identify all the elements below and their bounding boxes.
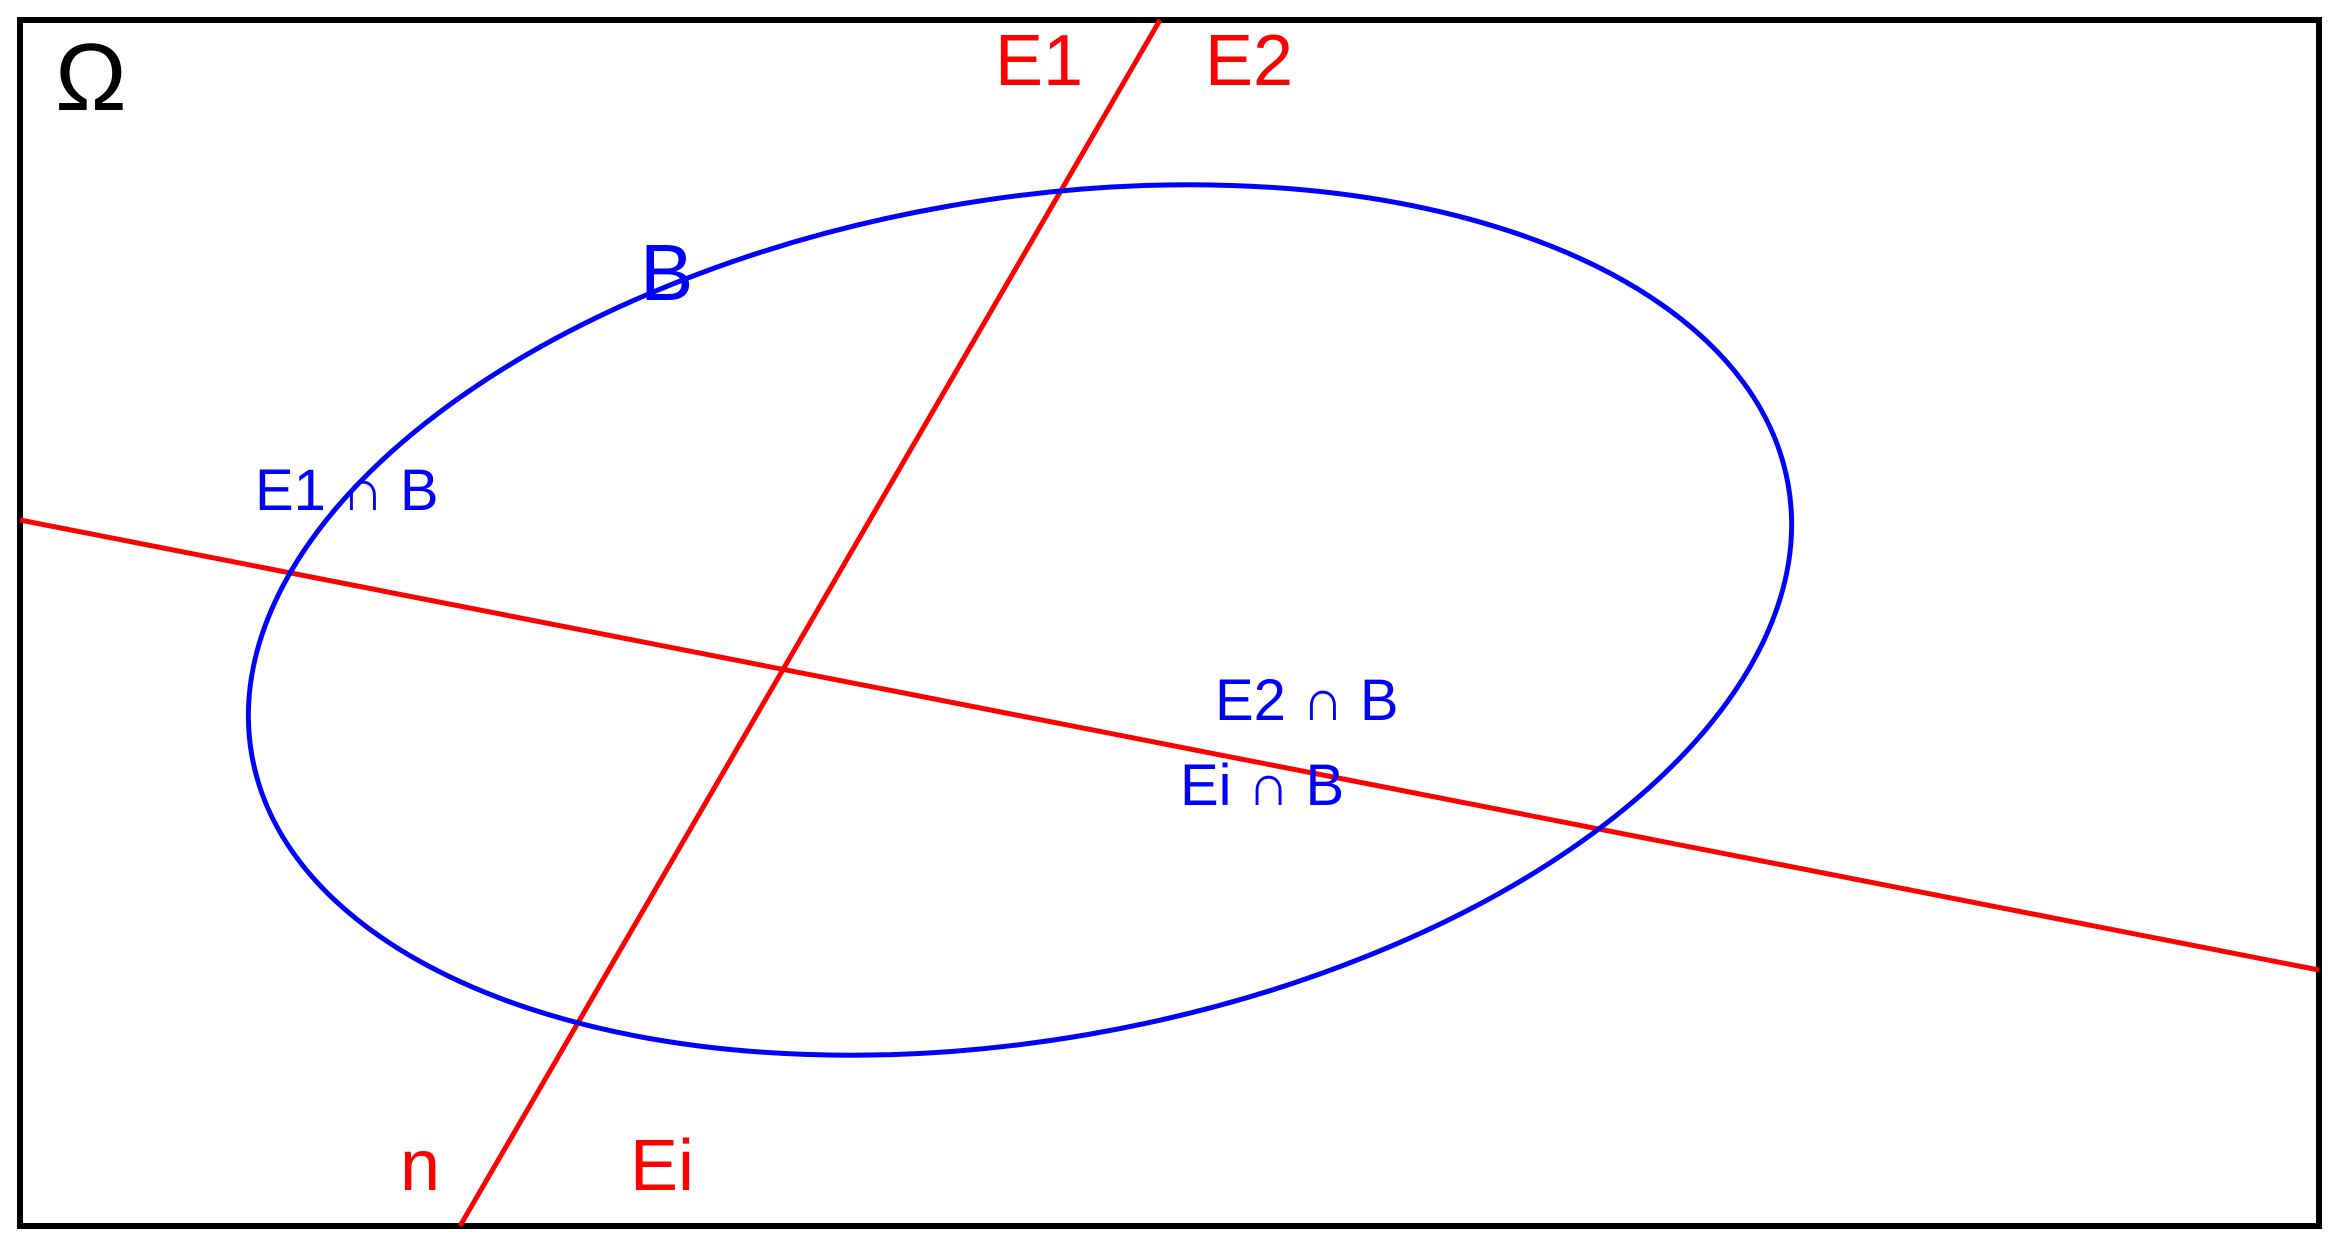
label-e1: E1: [995, 21, 1083, 101]
probability-partition-diagram: Ω E1 E2 B E1 ∩ B E2 ∩ B Ei ∩ B n Ei: [0, 0, 2339, 1246]
label-e2-cap-b: E2 ∩ B: [1215, 668, 1399, 733]
label-e2: E2: [1205, 21, 1293, 101]
label-omega: Ω: [55, 24, 127, 131]
label-ei-cap-b: Ei ∩ B: [1180, 753, 1344, 818]
label-ei: Ei: [630, 1126, 694, 1206]
label-b: B: [640, 228, 693, 317]
label-e1-cap-b: E1 ∩ B: [255, 458, 439, 523]
label-n: n: [400, 1126, 440, 1206]
